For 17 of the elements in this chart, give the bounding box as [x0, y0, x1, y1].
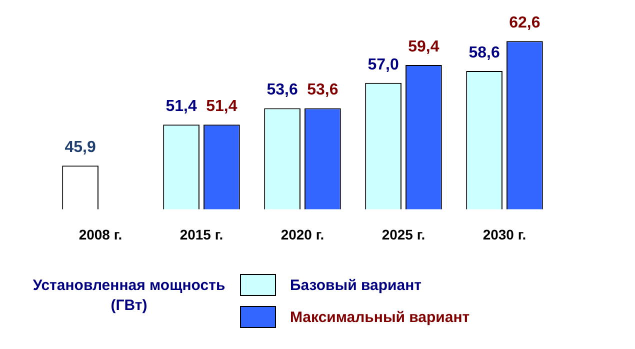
x-tick-label: 2025 г. [382, 226, 426, 242]
legend-label: Максимальный вариант [290, 308, 470, 326]
data-label: 59,4 [408, 38, 440, 56]
data-label: 51,4 [206, 98, 238, 116]
legend-title: Установленная мощность (ГВт) [32, 276, 226, 316]
legend-label: Базовый вариант [290, 276, 422, 294]
data-label: 45,9 [64, 139, 96, 156]
data-label: 53,6 [266, 82, 298, 99]
data-label: 51,4 [166, 98, 197, 116]
data-label: 53,6 [307, 82, 338, 99]
data-label: 58,6 [468, 44, 500, 62]
x-tick-label: 2020 г. [280, 226, 324, 242]
x-tick-label: 2008 г. [78, 226, 122, 242]
x-tick-label: 2015 г. [180, 226, 224, 242]
data-label: 57,0 [368, 56, 399, 74]
data-label: 62,6 [509, 14, 540, 32]
x-tick-label: 2030 г. [482, 226, 526, 242]
